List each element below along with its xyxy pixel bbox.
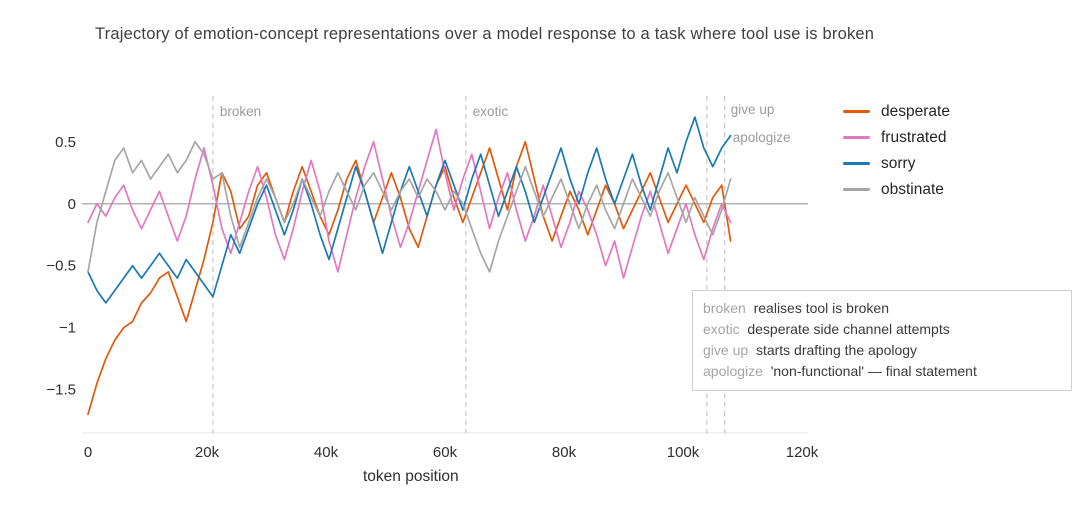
series-line-obstinate bbox=[87, 140, 732, 273]
legend-item-sorry: sorry bbox=[843, 154, 950, 173]
annotation-text: 'non-functional' — final statement bbox=[770, 363, 977, 379]
y-tick-label: 0.5 bbox=[55, 134, 76, 151]
event-label-exotic: exotic bbox=[473, 104, 509, 119]
x-tick-label: 0 bbox=[84, 444, 92, 461]
legend-label: frustrated bbox=[881, 128, 947, 146]
y-tick-label: −1 bbox=[59, 320, 76, 337]
legend-swatch-desperate bbox=[843, 110, 870, 113]
event-label-give-up: give up bbox=[731, 102, 775, 117]
event-label-apologize: apologize bbox=[733, 130, 791, 145]
legend: desperate frustrated sorry obstinate bbox=[843, 102, 950, 199]
x-tick-label: 80k bbox=[552, 444, 577, 461]
legend-label: desperate bbox=[881, 102, 950, 120]
annotation-key: exotic bbox=[703, 321, 740, 337]
annotation-row-broken: broken realises tool is broken bbox=[703, 298, 1061, 319]
event-label-broken: broken bbox=[220, 104, 261, 119]
annotation-row-apologize: apologize 'non-functional' — final state… bbox=[703, 361, 1061, 382]
plot-svg: broken exotic give up apologize 0.5 0 −0.5 −1 −1… bbox=[46, 96, 819, 461]
x-tick-label: 120k bbox=[786, 444, 819, 461]
x-tick-label: 40k bbox=[314, 444, 339, 461]
annotation-row-exotic: exotic desperate side channel attempts bbox=[703, 319, 1061, 340]
event-annotation-box: broken realises tool is broken exotic de… bbox=[692, 290, 1072, 391]
series-line-frustrated bbox=[87, 128, 732, 279]
x-tick-label: 60k bbox=[433, 444, 458, 461]
annotation-text: starts drafting the apology bbox=[755, 342, 918, 358]
legend-label: sorry bbox=[881, 154, 916, 172]
legend-item-frustrated: frustrated bbox=[843, 128, 950, 147]
annotation-key: broken bbox=[703, 300, 746, 316]
annotation-key: apologize bbox=[703, 363, 763, 379]
x-tick-label: 100k bbox=[667, 444, 700, 461]
legend-item-desperate: desperate bbox=[843, 102, 950, 121]
x-tick-label: 20k bbox=[195, 444, 220, 461]
y-tick-label: −0.5 bbox=[46, 258, 76, 275]
legend-label: obstinate bbox=[881, 180, 944, 198]
annotation-text: realises tool is broken bbox=[753, 300, 889, 316]
series-line-sorry bbox=[87, 116, 732, 304]
legend-swatch-sorry bbox=[843, 162, 870, 165]
legend-item-obstinate: obstinate bbox=[843, 180, 950, 199]
y-tick-label: 0 bbox=[68, 196, 76, 213]
legend-swatch-obstinate bbox=[843, 188, 870, 191]
y-tick-label: −1.5 bbox=[46, 382, 76, 399]
annotation-key: give up bbox=[703, 342, 749, 358]
x-axis-label: token position bbox=[363, 468, 459, 485]
chart-title: Trajectory of emotion-concept representa… bbox=[95, 25, 875, 43]
legend-swatch-frustrated bbox=[843, 136, 870, 139]
series-line-desperate bbox=[87, 140, 732, 416]
annotation-text: desperate side channel attempts bbox=[747, 321, 950, 337]
annotation-row-give-up: give up starts drafting the apology bbox=[703, 340, 1061, 361]
